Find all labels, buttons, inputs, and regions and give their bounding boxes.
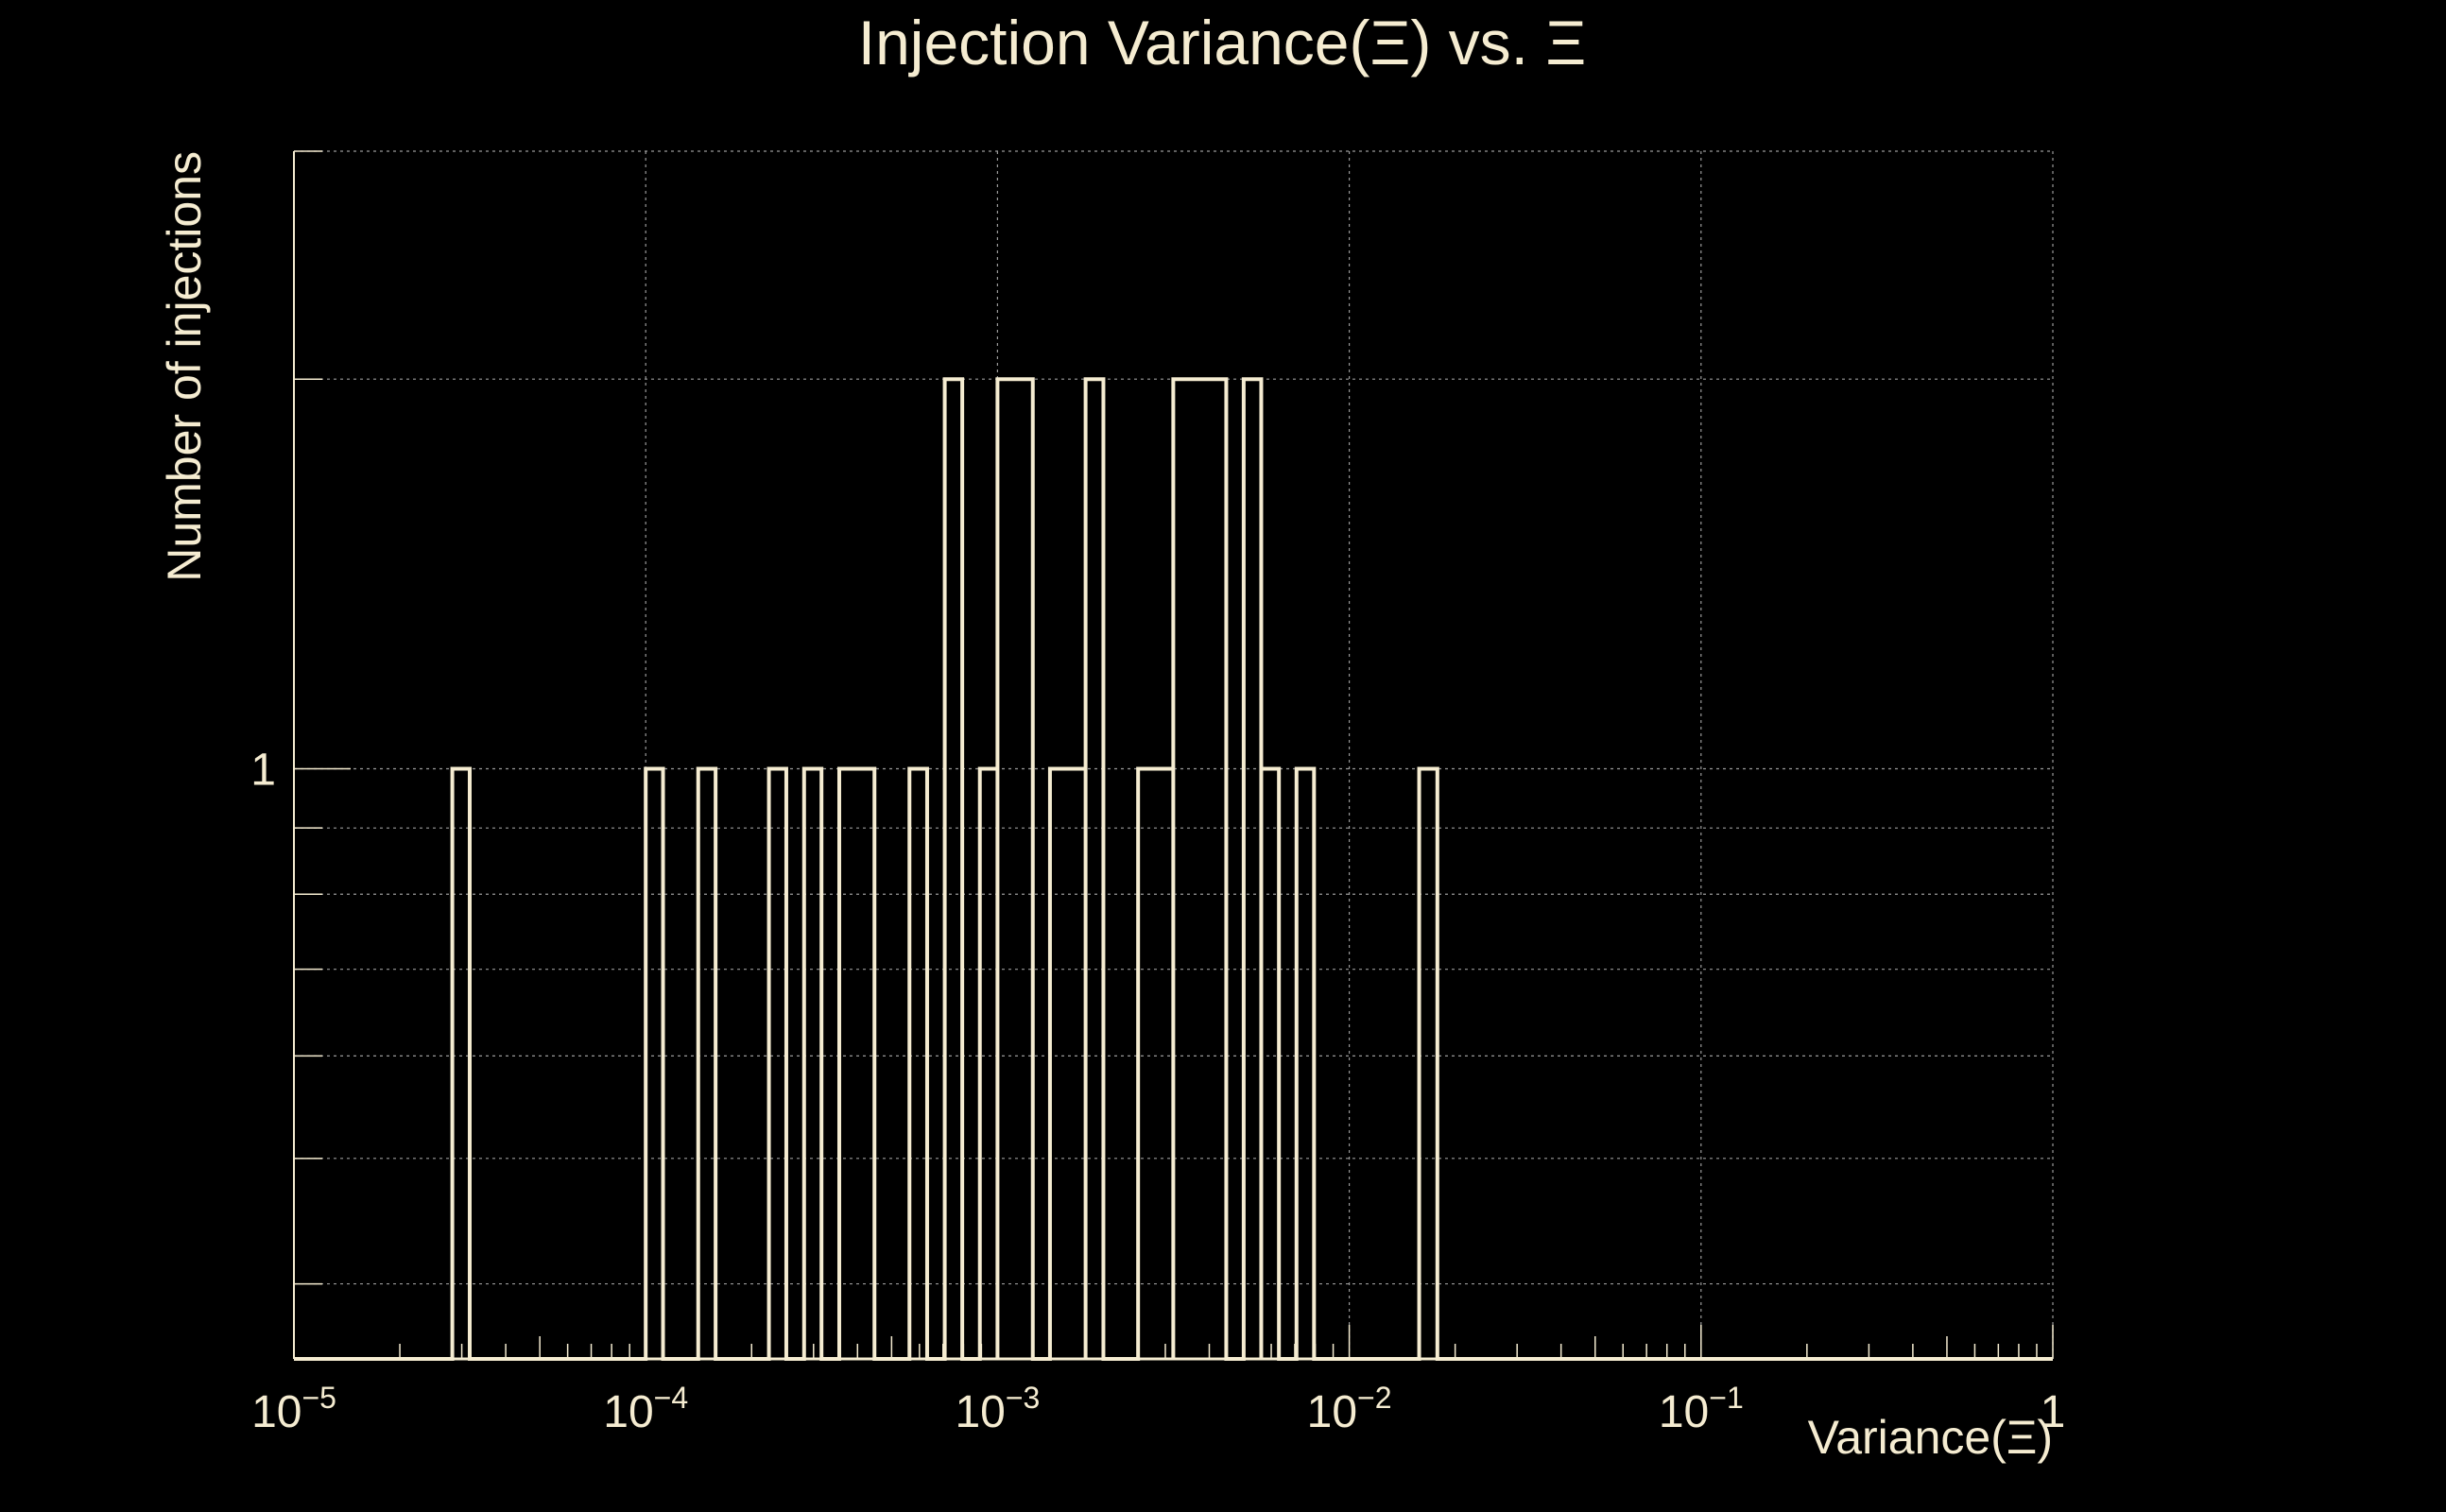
grid-lines <box>293 150 2054 1359</box>
x-tick-label: 10−4 <box>603 1381 688 1437</box>
histogram-outline <box>294 377 2053 1361</box>
x-tick-labels: 10−5 10−4 10−3 10−2 10−1 1 <box>251 1381 2065 1437</box>
y-tick-labels: 1 <box>250 746 276 796</box>
x-tick-label: 10−3 <box>955 1381 1040 1437</box>
x-tick-label: 1 <box>2041 1387 2066 1437</box>
x-tick-label: 10−5 <box>251 1381 336 1437</box>
y-axis-label: Number of injections <box>158 151 211 582</box>
histogram-bars <box>294 377 2053 1361</box>
x-tick-label: 10−1 <box>1659 1381 1744 1437</box>
x-axis-label: Variance(Ξ) <box>1808 1411 2053 1464</box>
chart-title: Injection Variance(Ξ) vs. Ξ <box>858 8 1587 77</box>
y-tick-label: 1 <box>250 746 276 796</box>
x-tick-label: 10−2 <box>1307 1381 1392 1437</box>
